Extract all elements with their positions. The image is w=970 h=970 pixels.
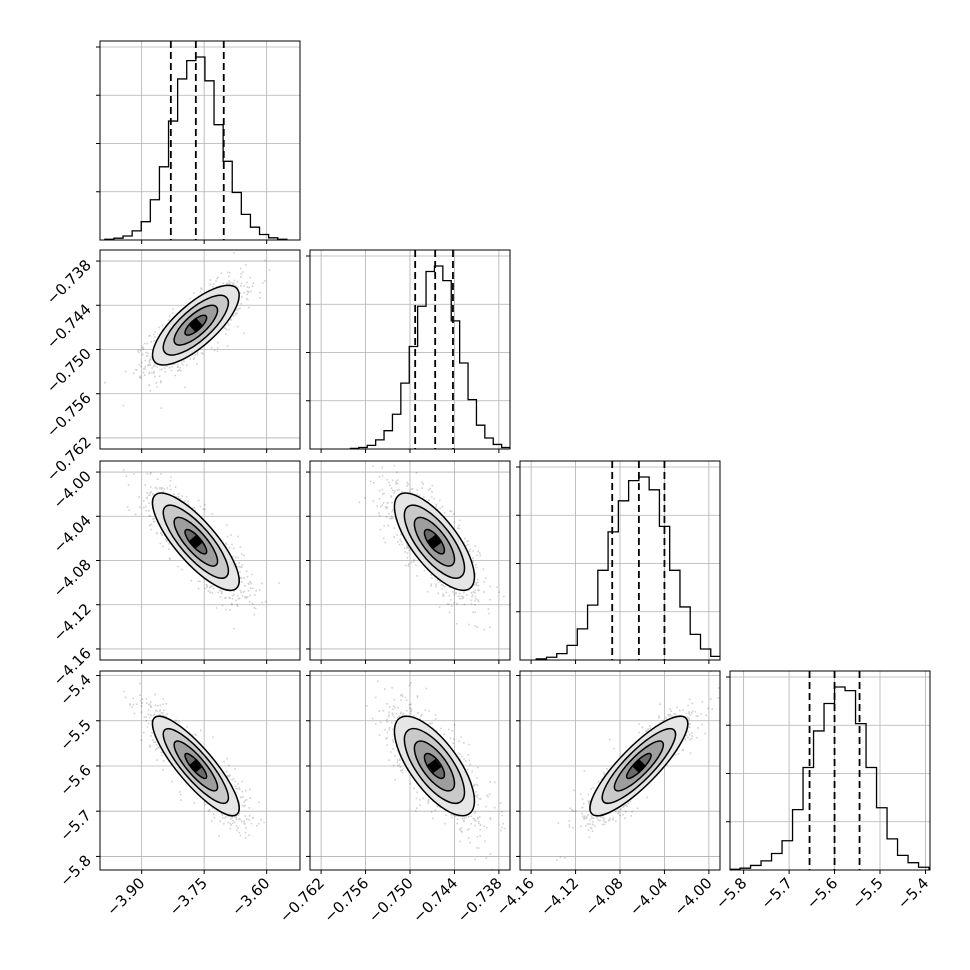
x-tick-label: −5.7 — [757, 874, 795, 912]
y-tick-label: −5.5 — [56, 716, 94, 754]
scatter-points — [366, 680, 506, 870]
density-peak — [427, 534, 442, 549]
contour-line — [184, 528, 208, 555]
y-tick-label: −5.6 — [56, 761, 94, 799]
contour-line — [393, 492, 476, 592]
x-tick-label: −3.75 — [166, 874, 211, 919]
panel-content — [310, 671, 510, 870]
panel-content — [520, 671, 720, 870]
y-tick-label: −0.738 — [43, 256, 95, 308]
panel-3-0: −3.90 −3.75 −3.60−5.8−5.7−5.6−5.5−5.4 — [56, 670, 301, 919]
y-tick-label: −4.08 — [50, 556, 95, 601]
contour-line — [403, 727, 466, 805]
density-peak — [427, 758, 442, 773]
histogram-step — [349, 265, 510, 449]
contour-line — [151, 715, 240, 817]
panel-2-2 — [516, 460, 721, 664]
panel-content — [100, 250, 300, 449]
contour-line — [601, 727, 677, 805]
contour-line — [151, 492, 240, 592]
contour-line — [589, 715, 689, 817]
y-tick-label: −0.756 — [43, 389, 95, 441]
x-tick-label: −4.08 — [582, 874, 627, 919]
contour-line — [162, 504, 230, 579]
contour-line — [162, 294, 230, 356]
panel-0-0 — [96, 40, 301, 244]
y-tick-label: −0.744 — [43, 300, 95, 352]
y-tick-label: −4.12 — [50, 600, 95, 645]
y-tick-label: −0.750 — [43, 345, 95, 397]
panel-2-1 — [306, 460, 511, 664]
contour-line — [184, 314, 208, 336]
panel-1-0: −0.762−0.756−0.750−0.744−0.738 — [43, 249, 301, 485]
panel-frame — [99, 40, 301, 241]
contour-line — [403, 504, 466, 579]
x-tick-label: −0.756 — [320, 874, 372, 926]
panel-3-3: −5.8 −5.7 −5.6 −5.5 −5.4 — [712, 670, 932, 913]
x-tick-label: −5.5 — [848, 874, 886, 912]
contour-line — [613, 740, 665, 792]
contour-line — [162, 727, 230, 805]
contour-line — [173, 740, 219, 792]
y-tick-label: −5.7 — [56, 806, 94, 844]
panel-frame — [729, 670, 931, 871]
panel-content — [310, 250, 510, 449]
x-tick-label: −3.90 — [103, 874, 148, 919]
contour-line — [173, 516, 219, 567]
x-tick-label: −5.4 — [894, 874, 932, 912]
x-tick-label: −5.6 — [803, 874, 841, 912]
contour-line — [625, 752, 652, 780]
panel-frame — [99, 670, 301, 871]
x-tick-label: −3.60 — [228, 874, 273, 919]
panel-content — [310, 461, 510, 660]
x-tick-label: −4.12 — [537, 874, 582, 919]
panel-content — [520, 461, 720, 660]
contour-line — [184, 752, 208, 780]
panel-3-1: −0.762−0.756−0.750−0.744−0.738 — [276, 670, 511, 926]
panel-1-1 — [306, 249, 511, 453]
panel-content — [100, 671, 300, 870]
contour-line — [151, 284, 240, 366]
x-tick-label: −0.762 — [276, 874, 328, 926]
contour-line — [393, 715, 476, 817]
y-tick-label: −5.8 — [56, 852, 94, 890]
x-tick-label: −0.744 — [409, 874, 461, 926]
contour-line — [423, 528, 446, 555]
panel-content — [100, 41, 300, 240]
contour-line — [173, 304, 219, 346]
panel-3-2: −4.16 −4.12 −4.08 −4.04 −4.00 — [493, 670, 721, 919]
panel-content — [730, 671, 930, 870]
panel-2-0: −4.16−4.12−4.08−4.04−4.00 — [50, 460, 301, 689]
x-tick-label: −5.8 — [712, 874, 750, 912]
x-tick-label: −4.00 — [670, 874, 715, 919]
x-tick-label: −0.750 — [365, 874, 417, 926]
y-tick-label: −4.04 — [50, 511, 95, 556]
contour-line — [423, 752, 446, 780]
panel-content — [100, 461, 300, 660]
contour-line — [413, 516, 456, 567]
contour-line — [413, 740, 456, 792]
x-tick-label: −4.04 — [626, 874, 671, 919]
